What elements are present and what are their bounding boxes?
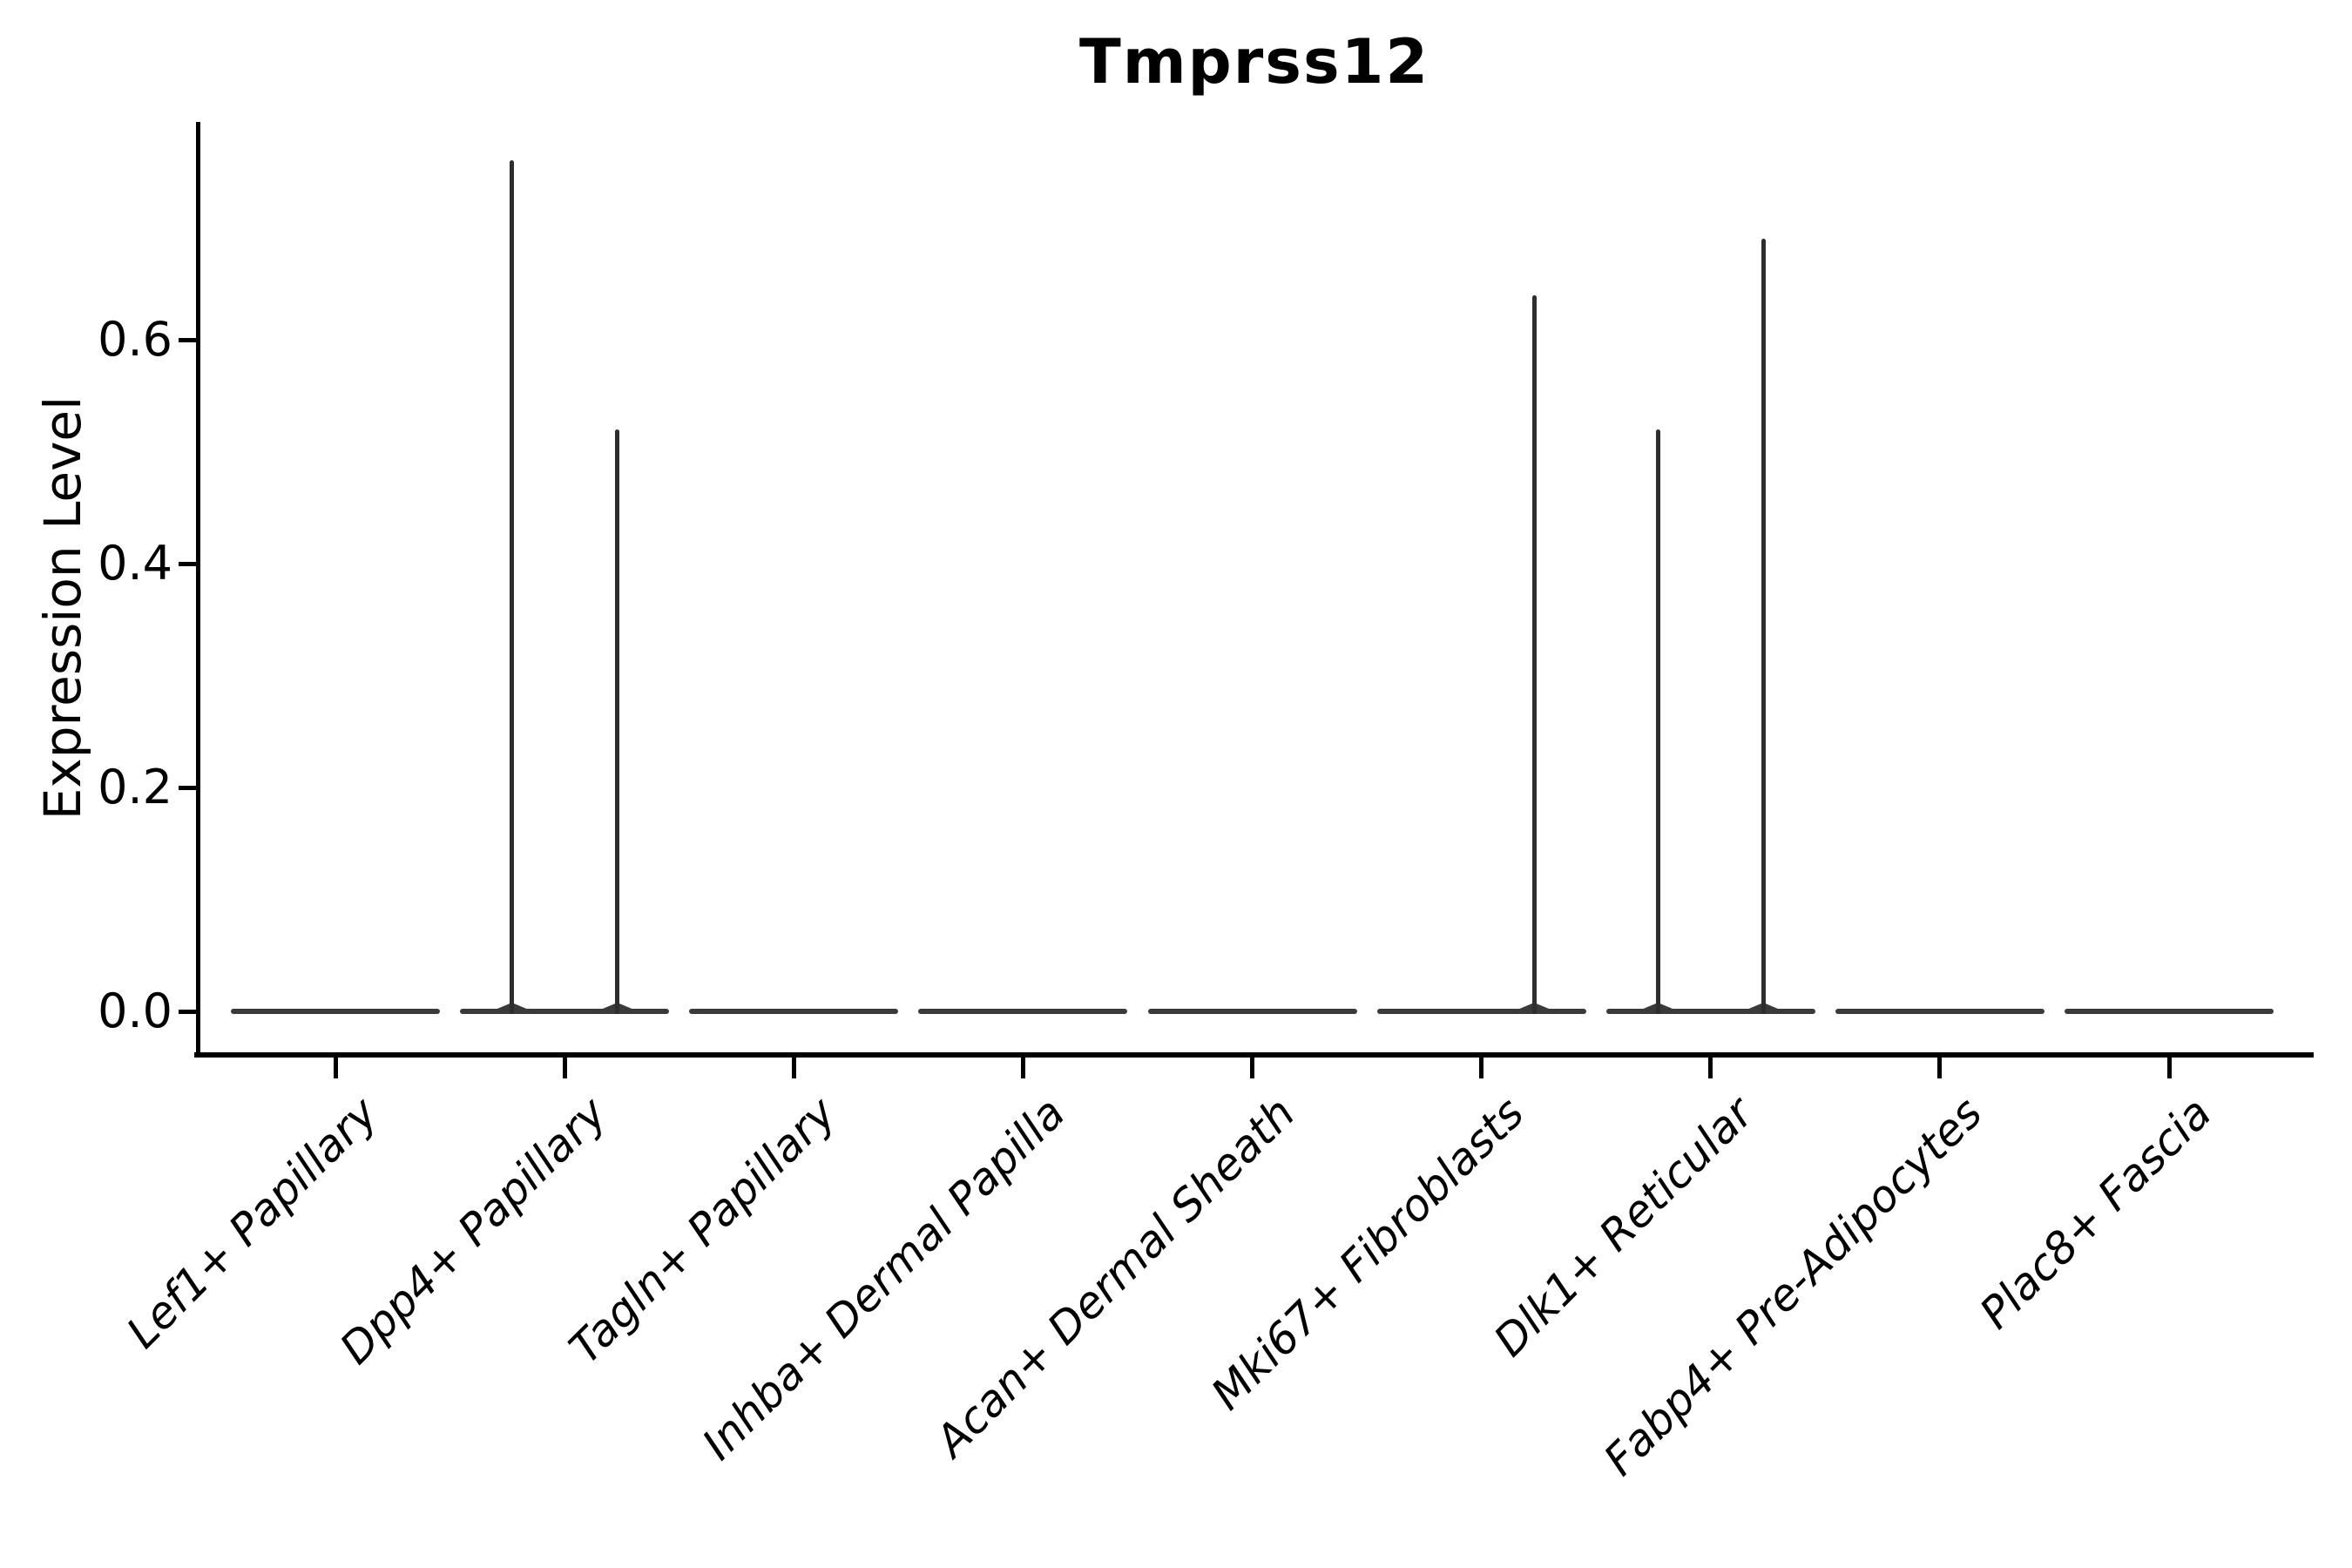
x-tick-label: Dpp4+ Papillary bbox=[330, 1087, 617, 1375]
x-tick-mark bbox=[1708, 1058, 1713, 1078]
violin-baseline bbox=[689, 1009, 899, 1014]
violin-baseline bbox=[460, 1009, 670, 1014]
violin-spike bbox=[1655, 429, 1660, 1014]
y-tick-mark bbox=[179, 1009, 196, 1014]
y-tick-label: 0.2 bbox=[98, 760, 172, 814]
x-tick-mark bbox=[1479, 1058, 1484, 1078]
x-tick-label: Fabp4+ Pre-Adipocytes bbox=[1593, 1087, 1992, 1486]
violin-spike bbox=[615, 429, 620, 1014]
y-axis-label: Expression Level bbox=[33, 395, 92, 821]
chart-title: Tmprss12 bbox=[1078, 26, 1430, 98]
y-tick-mark bbox=[179, 337, 196, 342]
x-tick-mark bbox=[333, 1058, 338, 1078]
violin-spike bbox=[510, 160, 515, 1014]
violin-baseline bbox=[1605, 1009, 1815, 1014]
y-tick-mark bbox=[179, 561, 196, 566]
y-tick-label: 0.0 bbox=[98, 983, 172, 1038]
x-tick-mark bbox=[1937, 1058, 1943, 1078]
violin-baseline bbox=[231, 1009, 440, 1014]
violin-baseline bbox=[918, 1009, 1128, 1014]
x-tick-mark bbox=[1020, 1058, 1025, 1078]
x-tick-label: Acan+ Dermal Sheath bbox=[925, 1087, 1305, 1467]
y-axis-spine bbox=[196, 122, 200, 1058]
x-axis-spine bbox=[194, 1052, 2314, 1058]
x-tick-mark bbox=[791, 1058, 796, 1078]
x-tick-label: Mki67+ Fibroblasts bbox=[1201, 1087, 1534, 1420]
violin-baseline bbox=[2065, 1009, 2274, 1014]
x-tick-mark bbox=[562, 1058, 567, 1078]
x-tick-label: Tagln+ Papillary bbox=[559, 1087, 846, 1374]
x-tick-mark bbox=[2166, 1058, 2172, 1078]
x-tick-label: Inhba+ Dermal Papilla bbox=[693, 1087, 1075, 1470]
y-tick-mark bbox=[179, 785, 196, 790]
x-tick-label: Dlk1+ Reticular bbox=[1484, 1087, 1763, 1367]
violin-baseline bbox=[1147, 1009, 1357, 1014]
violin-spike bbox=[1761, 239, 1766, 1014]
x-tick-label: Plac8+ Fascia bbox=[1970, 1087, 2221, 1339]
violin-spike bbox=[1531, 294, 1537, 1014]
violin-baseline bbox=[1835, 1009, 2044, 1014]
violin-baseline bbox=[1376, 1009, 1586, 1014]
x-tick-mark bbox=[1250, 1058, 1255, 1078]
y-tick-label: 0.6 bbox=[98, 312, 172, 367]
y-tick-label: 0.4 bbox=[98, 536, 172, 591]
